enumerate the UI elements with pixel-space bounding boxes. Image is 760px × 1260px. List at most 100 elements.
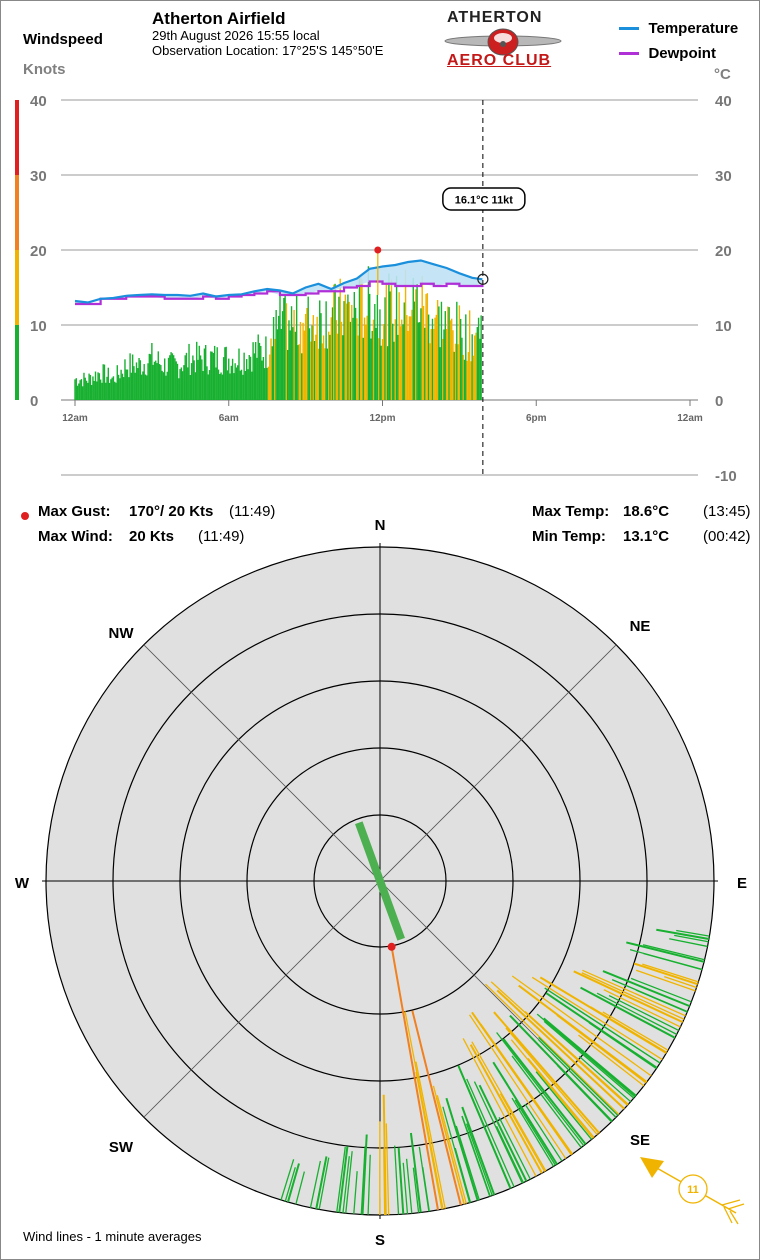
wind-direction-line	[573, 970, 684, 1024]
knots-tick-label: 0	[30, 393, 38, 410]
wind-direction-line	[394, 1145, 400, 1215]
wind-direction-line	[524, 1103, 563, 1162]
wind-direction-line	[496, 989, 625, 1110]
wind-direction-line	[669, 938, 708, 948]
wind-direction-line	[505, 1027, 598, 1136]
wind-arrow-feather	[729, 1210, 739, 1225]
min-temp-label: Min Temp:	[532, 528, 606, 545]
wind-direction-line	[582, 969, 686, 1017]
current-readout-box	[442, 187, 526, 211]
wind-direction-line	[611, 979, 688, 1013]
dewpoint-line	[75, 280, 484, 306]
wind-direction-line	[559, 997, 661, 1064]
legend-temperature-label: Temperature	[648, 20, 739, 38]
wind-direction-line	[514, 1099, 556, 1166]
wind-direction-line	[674, 934, 709, 943]
wind-direction-line	[415, 1061, 446, 1209]
knots-unit-label: Knots	[23, 61, 66, 78]
wind-direction-line	[485, 983, 620, 1115]
wind-arrow-feather	[723, 1206, 733, 1224]
wind-direction-line	[543, 1020, 635, 1099]
temperature-line	[74, 259, 483, 304]
wind-direction-line	[397, 1147, 405, 1215]
wind-direction-line	[309, 1160, 322, 1208]
wind-direction-line	[635, 969, 696, 992]
footer-note: Wind lines - 1 minute averages	[23, 1229, 202, 1244]
wind-arrow-feather	[721, 1199, 741, 1206]
wind-direction-line	[478, 1084, 528, 1182]
temp-dew-spread-area	[75, 260, 483, 304]
wind-direction-line	[498, 1117, 531, 1180]
wind-direction-line	[608, 995, 680, 1032]
wind-direction-line	[656, 928, 710, 940]
wind-direction-line	[629, 949, 703, 971]
wind-direction-line	[556, 1065, 612, 1123]
legend-dewpoint-label: Dewpoint	[648, 45, 716, 63]
logo-line2: AERO CLUB	[447, 52, 552, 69]
wind-direction-line	[490, 981, 628, 1106]
wind-direction-line	[361, 1134, 368, 1215]
wind-direction-line	[471, 1041, 547, 1172]
wind-direction-line	[465, 1123, 493, 1196]
wind-direction-line	[630, 977, 692, 1003]
wind-direction-line	[538, 1039, 617, 1118]
date-time: 29th August 2026 15:55 local	[152, 28, 320, 43]
wind-direction-line	[383, 1149, 386, 1215]
current-wind-bar	[355, 821, 405, 941]
wind-direction-line	[590, 1006, 668, 1053]
wind-direction-line	[518, 984, 648, 1083]
wind-direction-line	[367, 1154, 371, 1215]
wind-direction-line	[578, 1055, 632, 1103]
wind-direction-line	[588, 1022, 657, 1070]
wind-direction-line	[345, 1151, 353, 1214]
wind-direction-line	[461, 1115, 491, 1197]
wind-direction-line	[596, 992, 678, 1035]
speed-scale-segment	[15, 325, 19, 400]
max-temp-value: 18.6°C	[623, 503, 670, 520]
wind-direction-line	[581, 972, 685, 1020]
speed-scale-segment	[15, 100, 19, 175]
wind-direction-line	[511, 975, 652, 1077]
wind-arrow-head	[640, 1157, 664, 1178]
wind-direction-line	[295, 1171, 306, 1205]
knots-tick-label: 40	[30, 93, 47, 110]
wind-direction-line	[336, 1146, 346, 1213]
rose-gust-marker	[387, 942, 396, 951]
wind-direction-line	[462, 1038, 537, 1177]
wind-direction-line	[535, 1071, 593, 1140]
legend-temperature: Temperature	[619, 20, 738, 38]
temperature-tick-label: -10	[715, 468, 737, 485]
wind-direction-line	[676, 929, 710, 937]
current-temperature-point	[477, 273, 489, 285]
wind-direction-line	[315, 1160, 327, 1209]
wind-direction-line	[338, 1146, 349, 1213]
compass-label-ne: NE	[630, 618, 651, 635]
wind-direction-line	[633, 962, 698, 986]
speed-scale-segment	[15, 175, 19, 250]
wind-direction-line	[461, 1106, 496, 1196]
wind-direction-line	[466, 1078, 515, 1188]
temperature-tick-label: 10	[715, 318, 732, 335]
max-gust-time: (11:49)	[229, 503, 276, 520]
observation-location: Observation Location: 17°25'S 145°50'E	[152, 43, 384, 58]
max-gust-label: Max Gust:	[38, 503, 111, 520]
compass-label-w: W	[15, 875, 30, 892]
page-title: Atherton Airfield	[152, 9, 286, 28]
wind-direction-line	[602, 970, 691, 1008]
wind-direction-line	[390, 946, 439, 1211]
wind-direction-line	[436, 1095, 467, 1204]
wind-direction-line	[402, 1162, 409, 1214]
wind-direction-line	[545, 992, 658, 1069]
wind-direction-line	[603, 989, 681, 1028]
wind-direction-line	[469, 1044, 543, 1174]
wind-direction-line	[318, 1157, 330, 1210]
max-gust-value: 170°/ 20 Kts	[129, 503, 214, 520]
wind-direction-line	[469, 1014, 567, 1159]
wind-direction-line	[473, 1081, 523, 1184]
temperature-tick-label: 0	[715, 393, 723, 410]
legend-dewpoint: Dewpoint	[619, 45, 716, 63]
compass-label-s: S	[375, 1232, 385, 1249]
compass-label-nw: NW	[109, 625, 135, 642]
wind-direction-line	[531, 976, 663, 1061]
compass-label-se: SE	[630, 1132, 650, 1149]
